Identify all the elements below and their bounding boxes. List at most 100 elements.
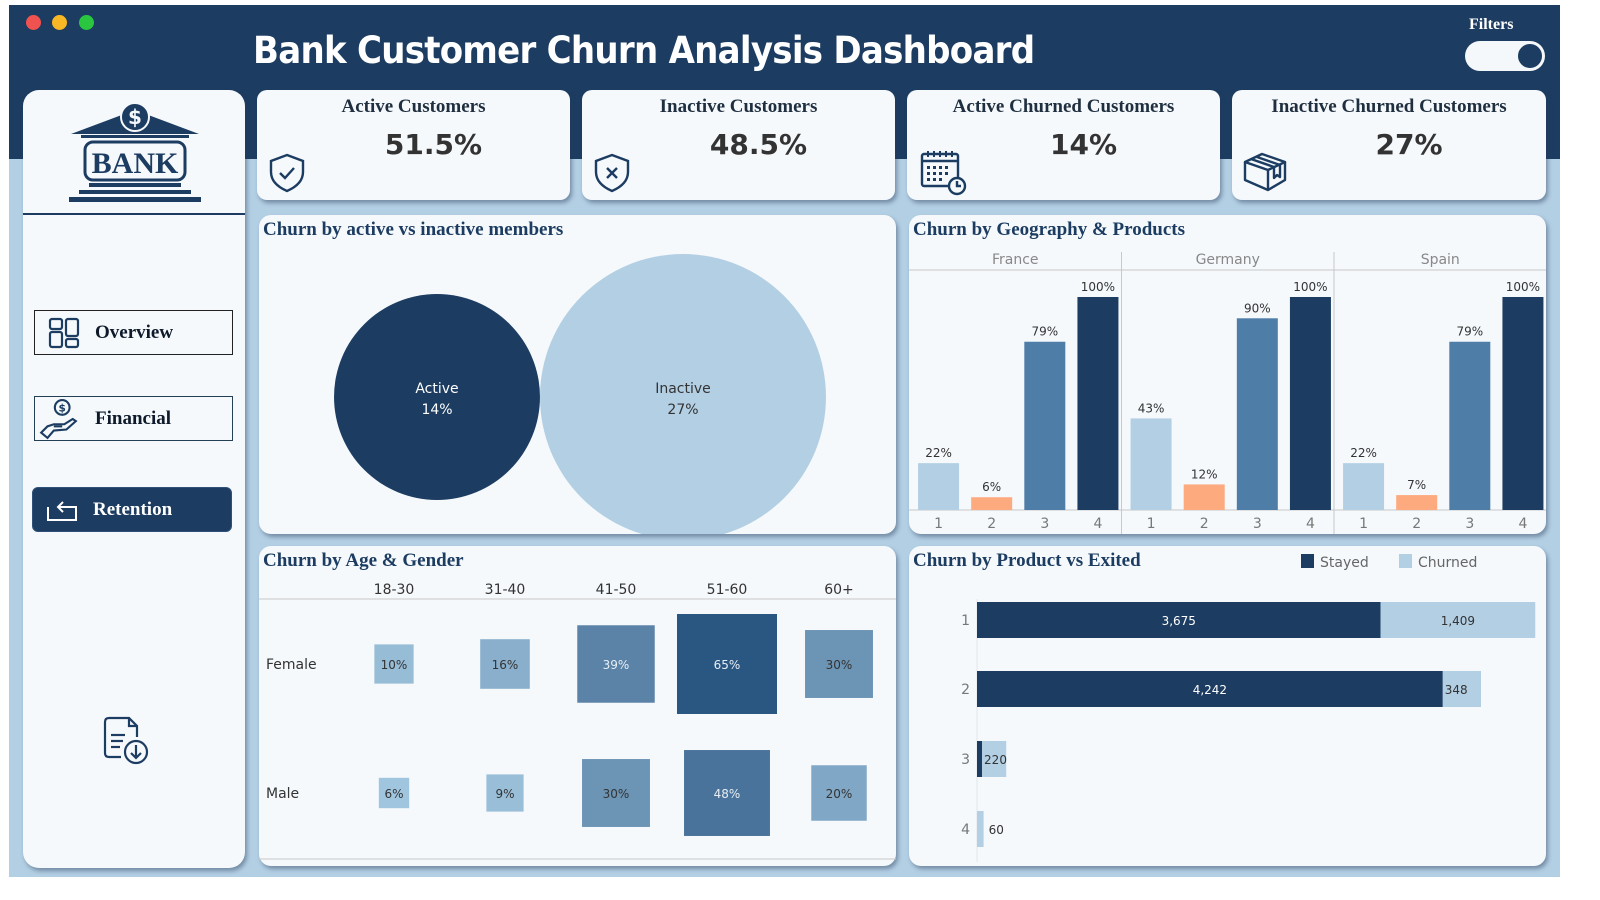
kpi-title: Inactive Churned Customers (1271, 96, 1507, 117)
package-box-icon (1243, 152, 1287, 192)
bar-spain-4 (1502, 297, 1544, 510)
dashboard-title: Bank Customer Churn Analysis Dashboard (253, 29, 1035, 72)
heat-cell (378, 777, 410, 809)
panel-title: Churn by Age & Gender (263, 550, 464, 571)
shield-x-icon (594, 153, 630, 193)
nav-retention-button[interactable]: Retention (32, 487, 232, 532)
return-arrow-icon (47, 500, 77, 521)
panel-churn-active-inactive: Churn by active vs inactive members Acti… (259, 215, 896, 534)
bar-spain-2 (1396, 495, 1438, 510)
bar-value-label: 79% (1456, 325, 1483, 339)
kpi-value: 48.5% (709, 128, 808, 161)
nav-financial-label: Financial (95, 407, 172, 429)
bar-stayed-product-2 (977, 671, 1443, 707)
filters-toggle[interactable] (1465, 41, 1545, 71)
minimize-window-button[interactable] (52, 15, 67, 30)
heat-cell-label: 6% (384, 787, 403, 801)
x-tick-label: 2 (1200, 516, 1209, 532)
bar-germany-2 (1183, 484, 1225, 510)
bank-building-dollar-icon: $ BANK (69, 102, 201, 202)
column-header: 51-60 (707, 582, 748, 598)
heat-cell (684, 750, 770, 836)
bubble-chart: Active 14% Inactive 27% (334, 254, 826, 534)
bar-germany-1 (1130, 418, 1172, 510)
document-download-icon[interactable] (103, 715, 151, 767)
panel-title: Churn by Product vs Exited (913, 550, 1141, 571)
nav-overview-label: Overview (95, 321, 174, 343)
heat-cell (486, 774, 524, 812)
heat-cell (480, 639, 530, 689)
heat-cell-label: 39% (603, 658, 630, 672)
kpi-title: Active Customers (341, 96, 486, 117)
kpi-card-active-churned: Active Churned Customers 14% (907, 90, 1220, 200)
bar-stayed-product-1 (977, 602, 1381, 638)
bar-value-label: 100% (1293, 280, 1327, 294)
bar-churned-product-2 (1442, 671, 1481, 707)
legend-swatch (1301, 554, 1314, 568)
heat-cell (811, 765, 867, 821)
y-tick-label: 4 (961, 822, 970, 838)
legend-label: Churned (1418, 555, 1477, 571)
column-header: 18-30 (374, 582, 415, 598)
bar-value-label: 90% (1244, 301, 1271, 315)
maximize-window-button[interactable] (79, 15, 94, 30)
heat-cell (374, 644, 414, 684)
nav-financial-button[interactable]: $ Financial (34, 396, 233, 441)
group-label: France (992, 252, 1039, 268)
bar-value-label: 43% (1138, 401, 1165, 415)
app-window: Bank Customer Churn Analysis Dashboard F… (9, 5, 1560, 877)
x-tick-label: 1 (1147, 516, 1156, 532)
bar-value-label: 79% (1031, 325, 1058, 339)
x-tick-label: 1 (934, 516, 943, 532)
legend-swatch (1399, 554, 1412, 568)
hand-coin-icon: $ (39, 398, 78, 439)
bar-value-label: 4,242 (1193, 683, 1227, 697)
y-tick-label: 3 (961, 752, 970, 768)
bar-value-label: 348 (1445, 683, 1468, 697)
bar-france-2 (971, 497, 1013, 510)
svg-text:$: $ (128, 105, 142, 129)
bar-value-label: 3,675 (1162, 614, 1196, 628)
calendar-clock-icon (920, 151, 967, 196)
x-tick-label: 4 (1093, 516, 1102, 532)
bubble-active (334, 294, 540, 500)
panel-title: Churn by Geography & Products (913, 219, 1186, 240)
row-label: Female (266, 657, 317, 673)
heat-cell (582, 759, 650, 827)
bar-churned-product-1 (1380, 602, 1536, 638)
x-tick-label: 1 (1359, 516, 1368, 532)
bar-stayed-product-3 (977, 741, 983, 777)
nav-overview-button[interactable]: Overview (34, 310, 233, 355)
heat-cell (805, 630, 873, 698)
bar-value-label: 7% (1407, 478, 1426, 492)
y-tick-label: 2 (961, 682, 970, 698)
x-tick-label: 2 (987, 516, 996, 532)
heat-cell-label: 16% (492, 658, 519, 672)
heat-cell-label: 48% (714, 787, 741, 801)
x-tick-label: 3 (1040, 516, 1049, 532)
group-label: Germany (1196, 252, 1260, 268)
toggle-knob[interactable] (1516, 42, 1544, 70)
bar-churned-product-4 (977, 811, 984, 847)
kpi-title: Active Churned Customers (952, 96, 1175, 117)
bar-value-label: 12% (1191, 467, 1218, 481)
age-gender-heatmap: 18-30 31-40 41-50 51-60 60+ Female 10% 16% 39% 65… (259, 582, 896, 860)
close-window-button[interactable] (26, 15, 41, 30)
heat-cell-label: 10% (381, 658, 408, 672)
kpi-card-active-customers: Active Customers 51.5% (257, 90, 570, 200)
bar-value-label: 22% (925, 446, 952, 460)
bar-france-1 (918, 463, 960, 510)
kpi-card-inactive-churned: Inactive Churned Customers 27% (1232, 90, 1546, 200)
x-tick-label: 4 (1306, 516, 1315, 532)
bar-spain-3 (1449, 341, 1491, 510)
heat-cell-label: 30% (826, 658, 853, 672)
heat-cell (677, 614, 777, 714)
group-label: Spain (1421, 252, 1460, 268)
heat-cell-label: 65% (714, 658, 741, 672)
bar-germany-3 (1236, 318, 1278, 510)
kpi-title: Inactive Customers (659, 96, 818, 117)
bar-germany-4 (1289, 297, 1331, 510)
heat-cell (577, 625, 655, 703)
bubble-label: Active (415, 381, 458, 397)
kpi-value: 27% (1375, 128, 1443, 161)
